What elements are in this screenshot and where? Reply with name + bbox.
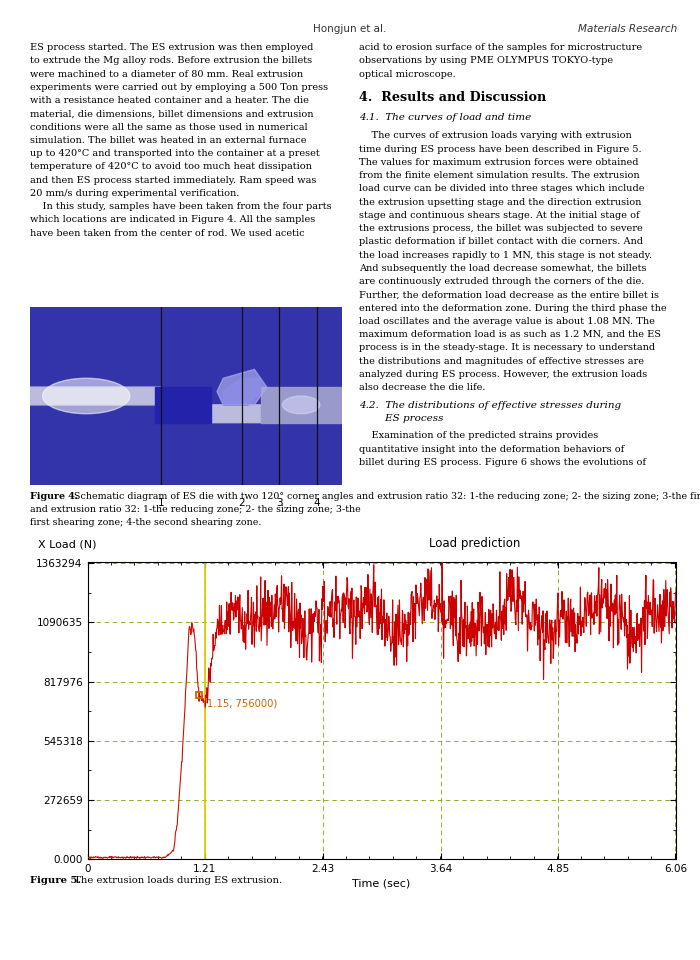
Text: Materials Research: Materials Research	[578, 23, 678, 34]
Text: Hongjun et al.: Hongjun et al.	[314, 23, 386, 34]
Text: up to 420°C and transported into the container at a preset: up to 420°C and transported into the con…	[30, 149, 320, 158]
Text: 20 mm/s during experimental verification.: 20 mm/s during experimental verification…	[30, 189, 239, 198]
Text: X Load (N): X Load (N)	[38, 540, 96, 550]
Text: which locations are indicated in Figure 4. All the samples: which locations are indicated in Figure …	[30, 215, 315, 225]
Text: 2: 2	[239, 498, 245, 508]
Text: to extrude the Mg alloy rods. Before extrusion the billets: to extrude the Mg alloy rods. Before ext…	[30, 57, 312, 65]
Ellipse shape	[282, 396, 320, 414]
Text: plastic deformation if billet contact with die corners. And: plastic deformation if billet contact wi…	[359, 237, 643, 247]
Bar	[260, 387, 342, 422]
Text: material, die dimensions, billet dimensions and extrusion: material, die dimensions, billet dimensi…	[30, 109, 314, 118]
Text: The extrusion loads during ES extrusion.: The extrusion loads during ES extrusion.	[71, 876, 283, 885]
Text: temperature of 420°C to avoid too much heat dissipation: temperature of 420°C to avoid too much h…	[30, 162, 312, 172]
Text: simulation. The billet was heated in an external furnace: simulation. The billet was heated in an …	[30, 136, 307, 145]
Text: were machined to a diameter of 80 mm. Real extrusion: were machined to a diameter of 80 mm. Re…	[30, 70, 303, 79]
Text: (1.15, 756000): (1.15, 756000)	[203, 698, 277, 708]
Text: are continuously extruded through the corners of the die.: are continuously extruded through the co…	[359, 277, 645, 286]
Text: from the finite element simulation results. The extrusion: from the finite element simulation resul…	[359, 171, 640, 180]
Text: the extrusion upsetting stage and the direction extrusion: the extrusion upsetting stage and the di…	[359, 198, 641, 206]
Polygon shape	[30, 405, 342, 485]
Text: maximum deformation load is as such as 1.2 MN, and the ES: maximum deformation load is as such as 1…	[359, 330, 661, 339]
Text: Load prediction: Load prediction	[428, 537, 520, 550]
Polygon shape	[223, 378, 260, 405]
Polygon shape	[155, 387, 211, 422]
Text: stage and continuous shears stage. At the initial stage of: stage and continuous shears stage. At th…	[359, 211, 640, 220]
Text: quantitative insight into the deformation behaviors of: quantitative insight into the deformatio…	[359, 444, 624, 454]
Text: 4: 4	[314, 498, 320, 508]
Text: first shearing zone; 4-the second shearing zone.: first shearing zone; 4-the second sheari…	[30, 517, 262, 527]
Text: time during ES process have been described in Figure 5.: time during ES process have been describ…	[359, 145, 642, 154]
Text: ES process started. The ES extrusion was then employed: ES process started. The ES extrusion was…	[30, 43, 314, 52]
Text: billet during ES process. Figure 6 shows the evolutions of: billet during ES process. Figure 6 shows…	[359, 458, 646, 467]
Text: Schematic diagram of ES die with two 120° corner angles and extrusion ratio 32: : Schematic diagram of ES die with two 120…	[71, 492, 700, 501]
Text: The curves of extrusion loads varying with extrusion: The curves of extrusion loads varying wi…	[359, 132, 632, 140]
Polygon shape	[217, 370, 267, 405]
Text: analyzed during ES process. However, the extrusion loads: analyzed during ES process. However, the…	[359, 370, 648, 379]
Text: 4.2.  The distributions of effective stresses during: 4.2. The distributions of effective stre…	[359, 401, 621, 410]
Text: In this study, samples have been taken from the four parts: In this study, samples have been taken f…	[30, 203, 332, 211]
Text: the distributions and magnitudes of effective stresses are: the distributions and magnitudes of effe…	[359, 356, 644, 366]
Text: acid to erosion surface of the samples for microstructure: acid to erosion surface of the samples f…	[359, 43, 642, 52]
Text: and then ES process started immediately. Ram speed was: and then ES process started immediately.…	[30, 176, 316, 184]
Text: also decrease the die life.: also decrease the die life.	[359, 383, 486, 392]
Text: 4.1.  The curves of load and time: 4.1. The curves of load and time	[359, 113, 531, 123]
Text: Figure 4.: Figure 4.	[30, 492, 78, 501]
Text: the load increases rapidly to 1 MN, this stage is not steady.: the load increases rapidly to 1 MN, this…	[359, 251, 652, 259]
Text: observations by using PME OLYMPUS TOKYO-type: observations by using PME OLYMPUS TOKYO-…	[359, 57, 613, 65]
Text: Further, the deformation load decrease as the entire billet is: Further, the deformation load decrease a…	[359, 290, 659, 300]
Text: the extrusions process, the billet was subjected to severe: the extrusions process, the billet was s…	[359, 224, 643, 233]
Polygon shape	[30, 387, 342, 422]
Text: ES process: ES process	[359, 414, 444, 423]
Text: Figure 5.: Figure 5.	[30, 876, 81, 885]
Text: The values for maximum extrusion forces were obtained: The values for maximum extrusion forces …	[359, 157, 638, 167]
Text: have been taken from the center of rod. We used acetic: have been taken from the center of rod. …	[30, 228, 305, 238]
Text: experiments were carried out by employing a 500 Ton press: experiments were carried out by employin…	[30, 83, 328, 92]
Text: entered into the deformation zone. During the third phase the: entered into the deformation zone. Durin…	[359, 303, 666, 313]
Text: optical microscope.: optical microscope.	[359, 70, 456, 79]
Text: and extrusion ratio 32: 1-the reducing zone; 2- the sizing zone; 3-the: and extrusion ratio 32: 1-the reducing z…	[30, 505, 361, 514]
Ellipse shape	[43, 378, 130, 414]
Text: 4.  Results and Discussion: 4. Results and Discussion	[359, 91, 547, 104]
Text: load curve can be divided into three stages which include: load curve can be divided into three sta…	[359, 184, 645, 193]
Text: Examination of the predicted strains provides: Examination of the predicted strains pro…	[359, 431, 598, 441]
Text: conditions were all the same as those used in numerical: conditions were all the same as those us…	[30, 123, 308, 132]
Text: And subsequently the load decrease somewhat, the billets: And subsequently the load decrease somew…	[359, 264, 647, 273]
Polygon shape	[30, 307, 342, 405]
Text: with a resistance heated container and a heater. The die: with a resistance heated container and a…	[30, 96, 309, 106]
X-axis label: Time (sec): Time (sec)	[352, 878, 411, 888]
Text: load oscillates and the average value is about 1.08 MN. The: load oscillates and the average value is…	[359, 317, 655, 325]
Text: process is in the steady-stage. It is necessary to understand: process is in the steady-stage. It is ne…	[359, 344, 655, 352]
Text: 1: 1	[158, 498, 164, 508]
Text: 3: 3	[276, 498, 283, 508]
